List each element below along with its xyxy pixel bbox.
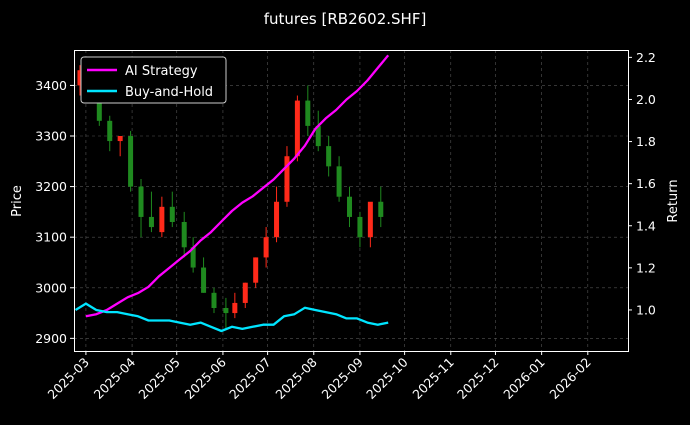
candle-body xyxy=(253,257,259,283)
candle-body xyxy=(77,70,83,86)
candle-body xyxy=(242,282,248,303)
buy-and-hold-line xyxy=(74,302,389,333)
right-tick-label: 1.6 xyxy=(636,176,656,191)
plot-frame xyxy=(74,50,629,352)
chart-legend: AI Strategy Buy-and-Hold xyxy=(80,56,227,104)
candle-body xyxy=(128,136,134,187)
right-y-axis: 1.0 1.2 1.4 1.6 1.8 2.0 2.2 xyxy=(628,50,656,317)
candle-body xyxy=(263,237,269,258)
candle-body xyxy=(117,136,123,142)
ai-strategy-line xyxy=(85,54,390,318)
candle-body xyxy=(274,201,280,238)
candle-body xyxy=(211,292,217,308)
candle-body xyxy=(326,146,332,167)
candle-body xyxy=(294,100,300,157)
candle-body xyxy=(315,125,321,147)
candle-body xyxy=(232,302,238,314)
legend-box xyxy=(80,56,227,104)
right-tick-label: 2.2 xyxy=(636,50,656,65)
candle-body xyxy=(284,156,290,202)
candle-body xyxy=(305,100,311,126)
candle-body xyxy=(336,166,342,197)
left-y-axis: 2900 3000 3100 3200 3300 3400 xyxy=(35,78,74,346)
candle-body xyxy=(223,308,229,314)
candle-body xyxy=(190,247,196,268)
candle-body xyxy=(367,201,373,238)
candle-body xyxy=(347,196,353,217)
candle-body xyxy=(181,222,187,248)
right-axis-label: Return xyxy=(666,179,681,222)
chart-title: futures [RB2602.SHF] xyxy=(264,10,427,28)
candle-body xyxy=(96,90,102,121)
left-axis-label: Price xyxy=(10,185,25,217)
left-tick-label: 3200 xyxy=(35,179,67,194)
candle-body xyxy=(357,216,363,238)
left-tick-label: 3100 xyxy=(35,230,67,245)
left-tick-label: 3000 xyxy=(35,280,67,295)
candle-body xyxy=(169,206,175,222)
left-tick-label: 3400 xyxy=(35,78,67,93)
right-tick-label: 2.0 xyxy=(636,92,656,107)
candle-body xyxy=(107,120,113,142)
right-tick-label: 1.2 xyxy=(636,260,656,275)
candle-body xyxy=(378,201,384,217)
right-tick-label: 1.0 xyxy=(636,302,656,317)
left-tick-label: 3300 xyxy=(35,129,67,144)
candle-body xyxy=(201,267,207,293)
left-tick-label: 2900 xyxy=(35,331,67,346)
candle-body xyxy=(148,216,154,228)
right-tick-label: 1.4 xyxy=(636,218,656,233)
right-tick-label: 1.8 xyxy=(636,134,656,149)
legend-label-ai-strategy: AI Strategy xyxy=(125,64,198,79)
return-lines xyxy=(74,54,390,333)
candle-body xyxy=(159,206,165,233)
candle-body xyxy=(138,186,144,217)
legend-label-buy-and-hold: Buy-and-Hold xyxy=(125,85,213,100)
